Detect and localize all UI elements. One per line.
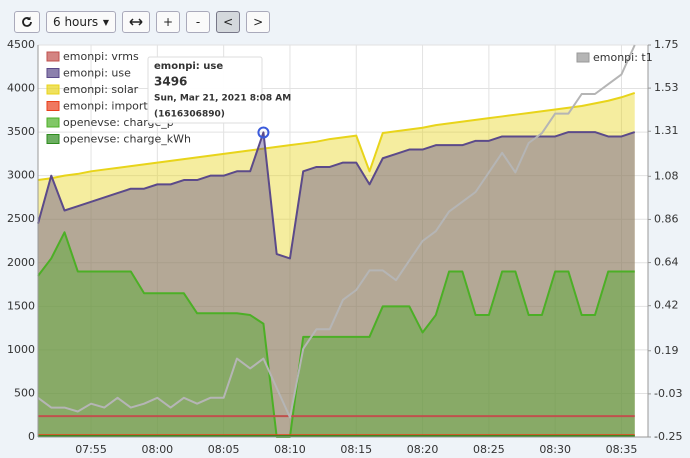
series-area xyxy=(38,232,635,437)
y-tick-label: 1500 xyxy=(7,299,35,312)
y2-tick-label: 1.75 xyxy=(654,38,679,51)
y2-tick-label: -0.25 xyxy=(654,430,682,443)
x-tick-label: 08:20 xyxy=(407,443,439,456)
legend-swatch xyxy=(46,117,60,128)
expand-button[interactable] xyxy=(122,11,150,33)
series-line xyxy=(37,231,635,438)
forward-button[interactable]: > xyxy=(246,11,271,33)
series-line xyxy=(37,44,636,419)
legend-swatch xyxy=(46,134,60,144)
legend-swatch xyxy=(576,52,590,63)
range-select[interactable]: 6 hours ▼ xyxy=(46,11,116,33)
tooltip-date: Sun, Mar 21, 2021 8:08 AM xyxy=(154,94,291,104)
y-tick-label: 500 xyxy=(14,386,35,399)
series-line xyxy=(37,91,636,182)
series-area xyxy=(38,132,635,437)
back-button[interactable]: < xyxy=(216,11,241,33)
x-tick-label: 08:05 xyxy=(208,443,240,456)
y-tick-label: 4000 xyxy=(7,82,35,95)
x-tick-label: 07:55 xyxy=(75,443,107,456)
tooltip-series: emonpi: use xyxy=(154,61,223,72)
x-tick-label: 08:15 xyxy=(340,443,372,456)
legend-label: openevse: charge_kWh xyxy=(63,133,191,146)
expand-icon xyxy=(129,18,143,26)
series-line xyxy=(37,131,636,260)
y2-tick-label: 0.19 xyxy=(654,344,679,357)
y-tick-label: 2000 xyxy=(7,256,35,269)
x-tick-label: 08:00 xyxy=(141,443,173,456)
y-tick-label: 4500 xyxy=(7,38,35,51)
legend-swatch xyxy=(46,51,60,62)
tooltip-box xyxy=(147,56,263,124)
legend-label: emonpi: use xyxy=(63,67,131,80)
y-tick-label: 0 xyxy=(28,430,35,443)
toolbar: 6 hours ▼ + - < > xyxy=(14,11,271,35)
legend-swatch xyxy=(46,68,60,78)
y-tick-label: 2500 xyxy=(7,212,35,225)
legend-label: emonpi: solar xyxy=(63,83,139,96)
y2-tick-label: 0.64 xyxy=(654,256,679,269)
range-text: 6 hours xyxy=(53,15,99,29)
tooltip-value: 3496 xyxy=(154,75,187,89)
legend-swatch xyxy=(46,84,60,95)
tooltip: emonpi: use 3496 Sun, Mar 21, 2021 8:08 AM… xyxy=(147,56,291,124)
x-tick-label: 08:30 xyxy=(539,443,571,456)
y-tick-label: 3500 xyxy=(7,125,35,138)
refresh-icon xyxy=(22,16,32,27)
legend-label: openevse: charge_p xyxy=(63,116,174,129)
legend-swatch xyxy=(46,101,60,111)
x-tick-label: 08:25 xyxy=(473,443,505,456)
legend-label: emonpi: import xyxy=(63,100,148,113)
tooltip-stamp: (1616306890) xyxy=(154,110,225,120)
y2-tick-label: 1.53 xyxy=(654,81,679,94)
hover-marker xyxy=(257,126,270,139)
y2-tick-label: 1.31 xyxy=(654,124,679,137)
y-tick-label: 1000 xyxy=(7,343,35,356)
y2-tick-label: 0.86 xyxy=(654,212,679,225)
y2-tick-label: 0.42 xyxy=(654,299,679,312)
y2-tick-label: -0.03 xyxy=(654,387,682,400)
y2-tick-label: 1.08 xyxy=(654,169,679,182)
x-tick-label: 08:35 xyxy=(606,443,638,456)
refresh-button[interactable] xyxy=(14,11,40,33)
legend-label: emonpi: t1 xyxy=(593,51,653,64)
x-tick-label: 08:10 xyxy=(274,443,306,456)
legend-label: emonpi: vrms xyxy=(63,50,139,63)
zoom-in-button[interactable]: + xyxy=(156,11,181,33)
y-tick-label: 3000 xyxy=(7,169,35,182)
zoom-out-button[interactable]: - xyxy=(186,11,211,33)
